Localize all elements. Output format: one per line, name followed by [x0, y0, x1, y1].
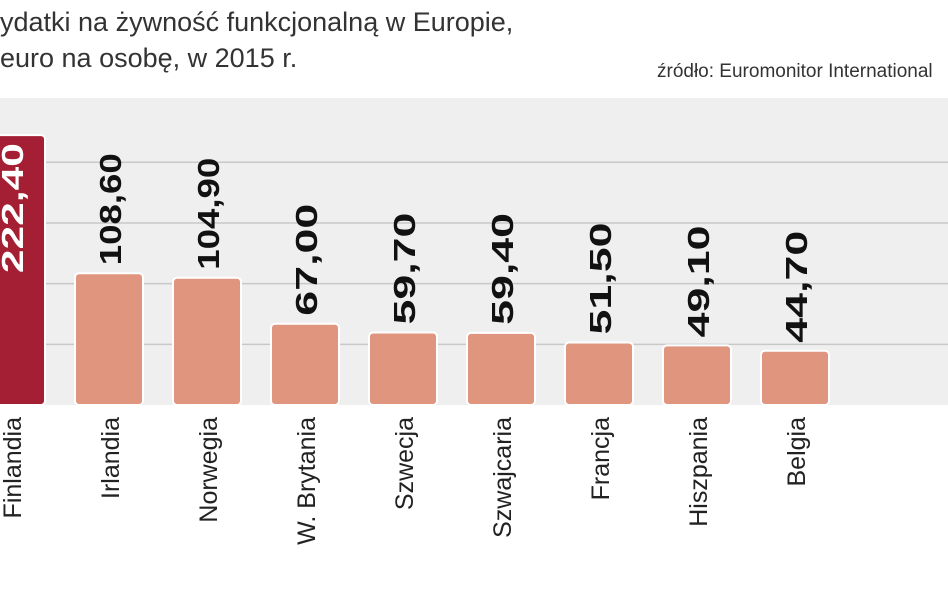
bar-francja [564, 341, 634, 406]
bar-szwecja [368, 331, 438, 406]
category-label: Irlandia [97, 417, 125, 499]
category-label: Norwegia [195, 417, 223, 523]
category-label: Belgia [783, 417, 811, 487]
value-label: 59,40 [485, 213, 520, 325]
value-label: 51,50 [583, 223, 618, 335]
bar-irlandia [74, 272, 144, 406]
bar-norwegia [172, 276, 242, 406]
value-label: 108,60 [93, 153, 128, 265]
bar-szwajcaria [466, 331, 536, 407]
value-label: 104,90 [191, 158, 226, 270]
value-label: 67,00 [289, 204, 324, 316]
category-label: Francja [587, 417, 615, 500]
category-label: Finlandia [0, 417, 27, 519]
bar-belgia [760, 349, 830, 406]
value-label: 44,70 [779, 231, 814, 343]
title-line-2: euro na osobę, w 2015 r. [0, 43, 298, 73]
category-label: Hiszpania [685, 417, 713, 527]
bar-hiszpania [662, 344, 732, 407]
chart-title: ydatki na żywność funkcjonalną w Europie… [0, 4, 513, 76]
value-label: 59,70 [387, 213, 422, 325]
category-label: Szwajcaria [489, 417, 517, 538]
bar-w-brytania [270, 322, 340, 407]
source-note: źródło: Euromonitor International [657, 61, 933, 82]
category-label: W. Brytania [293, 417, 321, 545]
bar-finlandia [0, 134, 46, 406]
title-line-1: ydatki na żywność funkcjonalną w Europie… [0, 7, 514, 37]
category-label: Szwecja [391, 417, 419, 510]
value-label: 222,40 [0, 143, 30, 273]
value-label: 49,10 [681, 225, 716, 337]
